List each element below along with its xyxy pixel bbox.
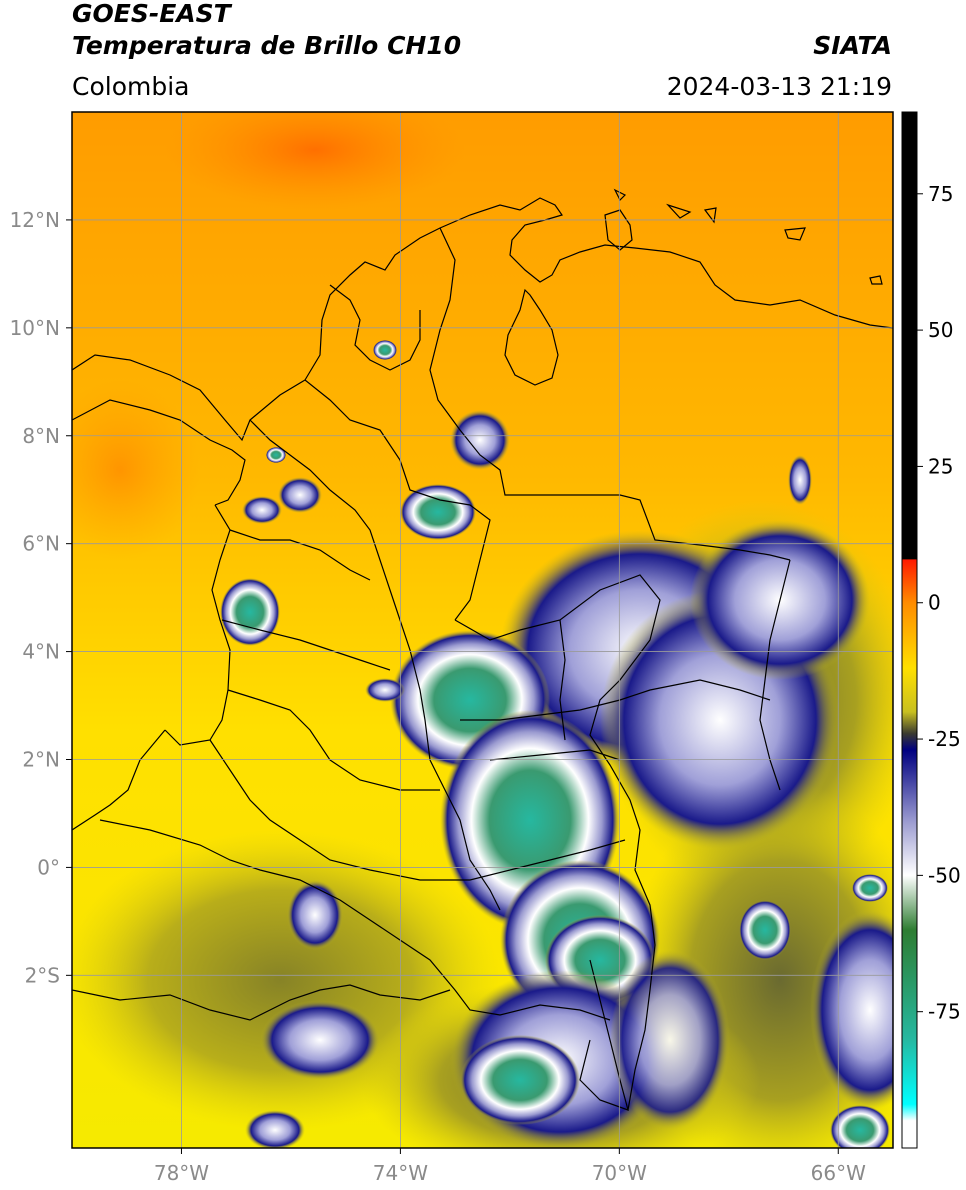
colorbar-tick-label: -50	[928, 863, 961, 887]
dept-interior-8	[489, 749, 621, 761]
border-panama	[72, 399, 246, 506]
imagery-layer	[72, 112, 893, 1148]
coastline-caribbean	[72, 197, 893, 442]
border-ecuador	[99, 819, 611, 1021]
island-d	[613, 188, 627, 202]
dept-interior-12	[579, 959, 629, 1111]
lon-tick-label: 78°W	[154, 1161, 209, 1185]
colorbar-ticks: 75 50 25 0 -25 -50 -75	[917, 182, 961, 1024]
colorbar-tick-label: 25	[928, 454, 953, 478]
product-subtitle: Temperatura de Brillo CH10	[72, 31, 462, 60]
border-venezuela-b	[759, 559, 791, 791]
graticule	[72, 112, 893, 1148]
product-title: GOES-EAST	[72, 0, 231, 28]
coastline-pacific	[72, 729, 166, 831]
border-venezuela	[429, 227, 791, 561]
lat-tick-label: 6°N	[22, 532, 60, 556]
border-peru	[72, 984, 451, 1021]
colorbar-tick-label: 0	[928, 591, 941, 615]
colorbar	[901, 111, 918, 1149]
dept-interior-6	[209, 739, 511, 881]
colorbar-tick-label: -75	[928, 1000, 961, 1024]
dept-interior-1	[304, 379, 491, 621]
colorbar-tick-label: 75	[928, 182, 953, 206]
island-c	[703, 207, 717, 224]
dept-interior-4	[221, 619, 391, 671]
dept-interior-10	[559, 619, 566, 741]
island-f	[869, 275, 883, 285]
maracaibo-lake	[504, 288, 559, 386]
dept-interior-9	[509, 839, 626, 871]
lat-tick-label: 2°S	[25, 963, 60, 987]
brand-label: SIATA	[813, 31, 892, 60]
dept-interior-11	[329, 284, 421, 371]
lat-tick-label: 0°	[37, 855, 60, 879]
lat-tick-label: 4°N	[22, 640, 60, 664]
dept-interior-5	[227, 689, 440, 791]
dept-interior-7	[460, 679, 771, 721]
colorbar-tick-label: -25	[928, 727, 961, 751]
longitude-ticks: 78°W 74°W 70°W 66°W	[154, 1148, 866, 1185]
lon-tick-label: 74°W	[373, 1161, 428, 1185]
lat-tick-label: 10°N	[10, 316, 60, 340]
lat-tick-label: 8°N	[22, 424, 60, 448]
latitude-ticks: 12°N 10°N 8°N 6°N 4°N 2°N 0° 2°S	[10, 208, 72, 987]
island-e	[784, 227, 806, 241]
island-a	[604, 209, 633, 251]
lat-tick-label: 2°N	[22, 748, 60, 772]
datetime-label: 2024-03-13 21:19	[666, 72, 892, 101]
map-frame	[71, 111, 894, 1149]
colorbar-tick-label: 50	[928, 318, 953, 342]
lon-tick-label: 66°W	[811, 1161, 866, 1185]
island-b	[666, 203, 692, 219]
dept-interior-3	[229, 529, 371, 581]
lon-tick-label: 70°W	[592, 1161, 647, 1185]
dept-a	[164, 504, 231, 746]
region-label: Colombia	[72, 72, 190, 101]
lat-tick-label: 12°N	[10, 208, 60, 232]
boundaries-layer	[72, 188, 893, 1111]
